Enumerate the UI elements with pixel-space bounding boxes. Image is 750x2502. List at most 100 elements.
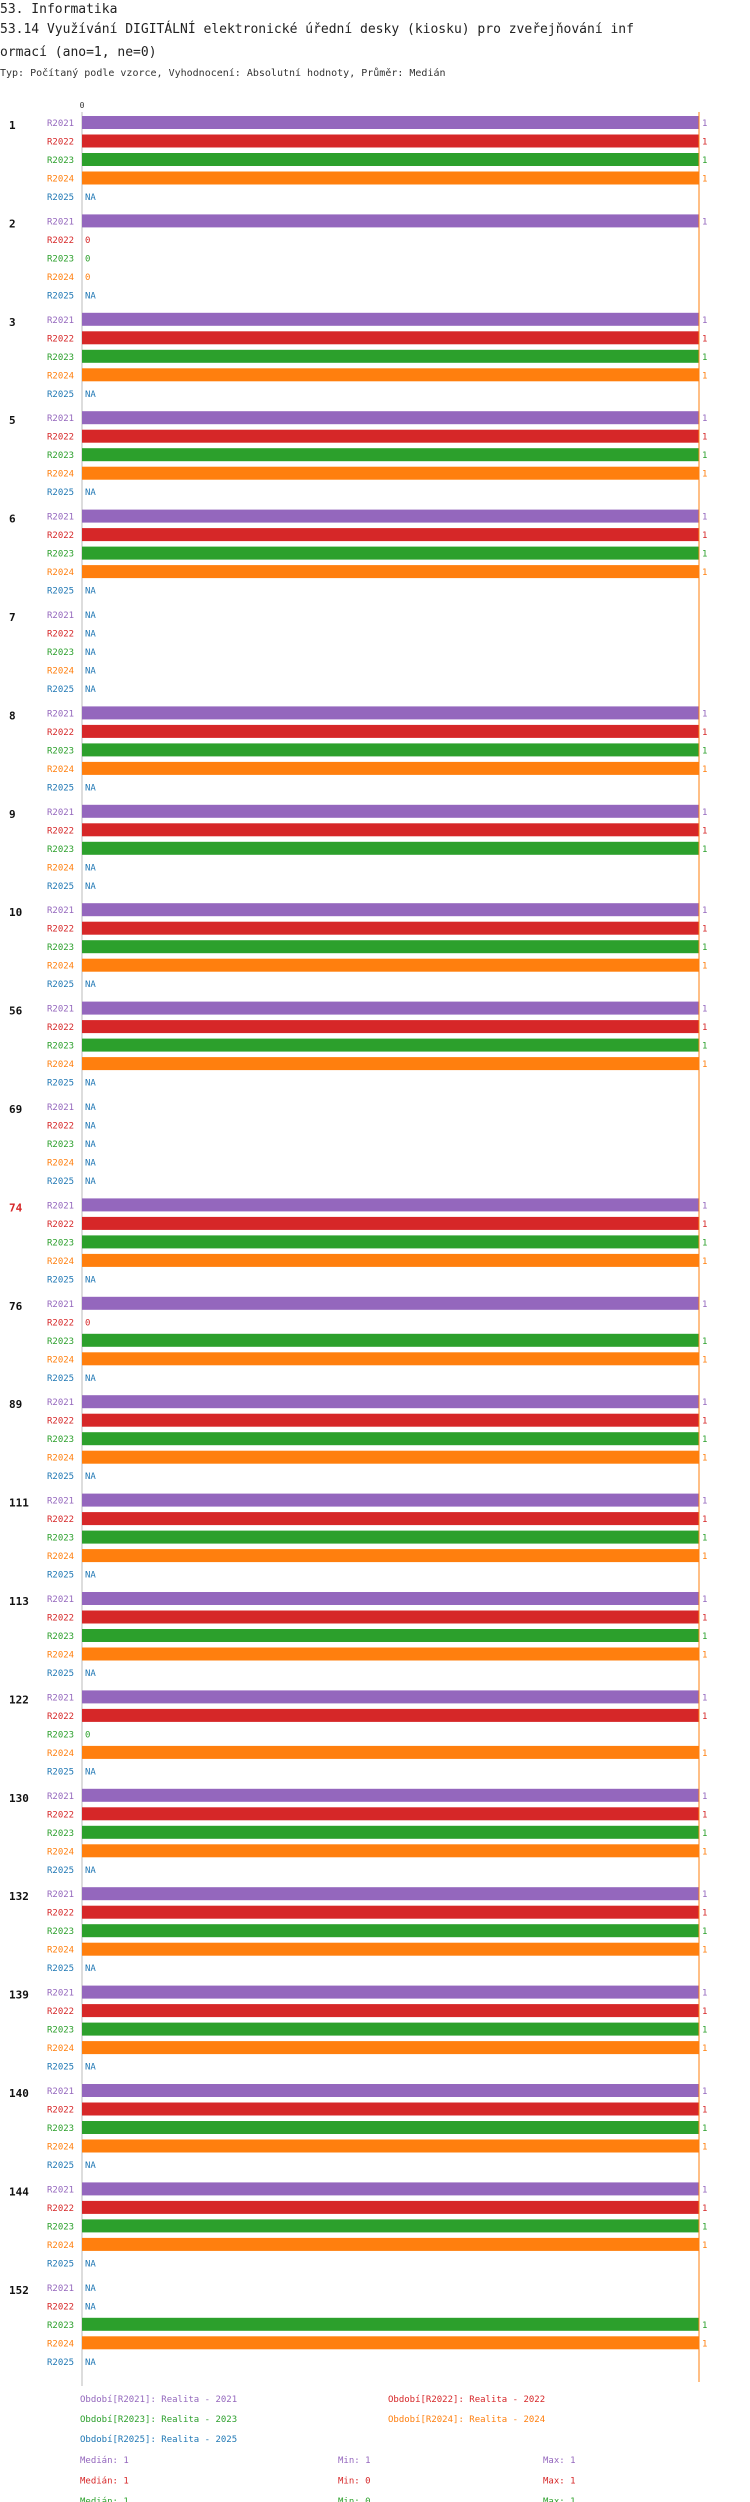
bar-value-label: 1 (702, 138, 707, 148)
bar-r2022 (82, 331, 699, 345)
bar-value-label: 1 (702, 1890, 707, 1900)
series-row-label: R2021 (47, 2284, 74, 2294)
bar-value-label: 1 (702, 156, 707, 166)
bar-value-label: 1 (702, 2026, 707, 2036)
series-row-label: R2023 (47, 451, 74, 461)
series-row-label: R2021 (47, 611, 74, 621)
series-row-label: R2023 (47, 1632, 74, 1642)
bar-value-label: 1 (702, 316, 707, 326)
bar-value-label: 1 (702, 2204, 707, 2214)
series-row-label: R2025 (47, 2063, 74, 2073)
series-row-label: R2023 (47, 943, 74, 953)
series-row-label: R2025 (47, 1669, 74, 1679)
series-row-label: R2022 (47, 1318, 74, 1328)
series-row-label: R2021 (47, 1497, 74, 1507)
series-row-label: R2022 (47, 826, 74, 836)
bar-r2023 (82, 153, 699, 166)
series-row-label: R2022 (47, 1712, 74, 1722)
series-row-label: R2025 (47, 1374, 74, 1384)
series-row-label: R2023 (47, 1927, 74, 1937)
series-row-label: R2021 (47, 808, 74, 818)
series-row-label: R2022 (47, 2106, 74, 2116)
legend-item: Období[R2021]: Realita - 2021 (80, 2395, 237, 2405)
series-row-label: R2023 (47, 2026, 74, 2036)
bar-r2023 (82, 2022, 699, 2036)
bar-r2024 (82, 2139, 699, 2153)
category-label: 130 (9, 1792, 29, 1805)
bar-value-label: 1 (702, 1946, 707, 1956)
legend-item: Období[R2024]: Realita - 2024 (388, 2415, 545, 2425)
category-label: 1 (9, 119, 16, 132)
bar-value-label: 1 (702, 119, 707, 129)
bar-value-label: 1 (702, 175, 707, 185)
bar-value-label: 1 (702, 1693, 707, 1703)
bar-r2021 (82, 116, 699, 129)
bar-value-label: 1 (702, 1417, 707, 1427)
series-row-label: R2024 (47, 1946, 74, 1956)
bar-r2024 (82, 368, 699, 382)
bar-value-label: 1 (702, 845, 707, 855)
series-row-label: R2024 (47, 568, 74, 578)
na-value-label: NA (85, 2358, 96, 2368)
category-label: 3 (9, 316, 16, 329)
series-row-label: R2021 (47, 513, 74, 523)
bar-r2023 (82, 349, 699, 363)
series-row-label: R2022 (47, 1909, 74, 1919)
bar-value-label: 1 (702, 1847, 707, 1857)
series-row-label: R2025 (47, 1472, 74, 1482)
bar-value-label: 1 (702, 1042, 707, 1052)
bar-value-label: 1 (702, 371, 707, 381)
bar-value-label: 1 (702, 906, 707, 916)
series-row-label: R2022 (47, 1614, 74, 1624)
bar-value-label: 0 (85, 273, 90, 283)
series-row-label: R2021 (47, 1693, 74, 1703)
series-row-label: R2023 (47, 156, 74, 166)
bar-r2024 (82, 466, 699, 480)
bar-value-label: 1 (702, 1989, 707, 1999)
stat-min: Min: 0 (338, 2477, 371, 2487)
series-row-label: R2024 (47, 1749, 74, 1759)
bar-value-label: 1 (702, 925, 707, 935)
chart-title-line-2: ormací (ano=1, ne=0) (0, 45, 157, 60)
stat-max: Max: 1 (543, 2497, 576, 2502)
series-row-label: R2021 (47, 1595, 74, 1605)
bar-r2024 (82, 761, 699, 775)
series-row-label: R2022 (47, 433, 74, 443)
bar-value-label: 1 (702, 728, 707, 738)
bar-r2023 (82, 743, 699, 757)
series-row-label: R2025 (47, 390, 74, 400)
na-value-label: NA (85, 1177, 96, 1187)
bar-r2022 (82, 823, 699, 837)
bar-r2022 (82, 528, 699, 542)
bar-value-label: 1 (702, 451, 707, 461)
bar-value-label: 1 (702, 1792, 707, 1802)
bar-r2023 (82, 1825, 699, 1839)
series-row-label: R2023 (47, 1042, 74, 1052)
na-value-label: NA (85, 1669, 96, 1679)
bar-r2024 (82, 1352, 699, 1366)
bar-value-label: 1 (702, 943, 707, 953)
bar-value-label: 1 (702, 962, 707, 972)
series-row-label: R2024 (47, 1159, 74, 1169)
stat-min: Min: 1 (338, 2456, 371, 2466)
bar-value-label: 0 (85, 1318, 90, 1328)
category-label: 113 (9, 1595, 29, 1608)
series-row-label: R2023 (47, 1534, 74, 1544)
bar-r2022 (82, 921, 699, 935)
bar-value-label: 1 (702, 1712, 707, 1722)
bar-value-label: 1 (702, 826, 707, 836)
bar-value-label: 1 (702, 1632, 707, 1642)
series-row-label: R2022 (47, 728, 74, 738)
category-label: 139 (9, 1989, 29, 2002)
bar-r2021 (82, 1690, 699, 1704)
series-row-label: R2025 (47, 783, 74, 793)
bar-r2021 (82, 706, 699, 720)
bar-value-label: 1 (702, 1201, 707, 1211)
series-row-label: R2024 (47, 2339, 74, 2349)
series-row-label: R2023 (47, 1337, 74, 1347)
bar-r2022 (82, 2102, 699, 2116)
na-value-label: NA (85, 1103, 96, 1113)
series-row-label: R2021 (47, 1300, 74, 1310)
category-label: 132 (9, 1890, 29, 1903)
series-row-label: R2022 (47, 1810, 74, 1820)
